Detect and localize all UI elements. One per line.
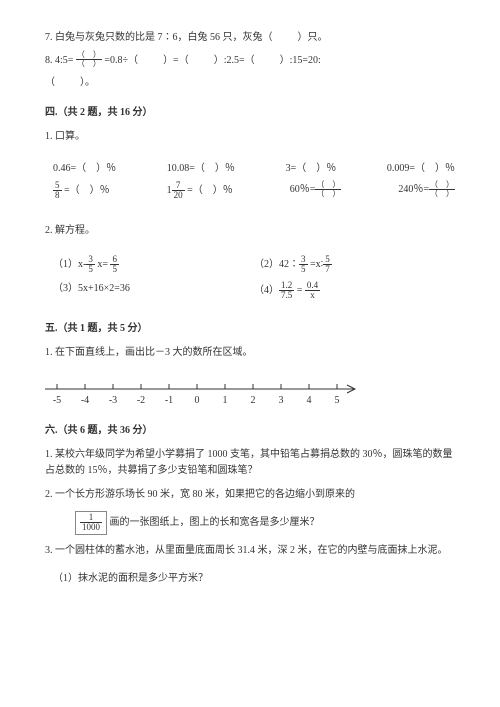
- frac-12-75: 1.27.5: [279, 281, 294, 301]
- calc-r1c3: 3=（ ）％: [286, 161, 337, 177]
- q8-blank4: [58, 77, 78, 88]
- calc-r2c1: 58 =（ ）％: [53, 181, 110, 201]
- svg-text:3: 3: [279, 395, 284, 406]
- calc-r2c3: 60％=（ ）（ ）: [290, 181, 342, 201]
- blank-frac-1: （ ）（ ）: [315, 181, 341, 198]
- number-line: -5 -4 -3 -2 -1 0 1 2 3 4 5: [45, 371, 455, 409]
- q8-e: ）:15=20:: [280, 55, 321, 66]
- svg-text:5: 5: [335, 395, 340, 406]
- q7-text-a: 7. 白兔与灰兔只数的比是 7∶6，白兔 56 只，灰兔（: [45, 32, 273, 43]
- sec5-q1: 1. 在下面直线上，画出比－3 大的数所在区域。: [45, 345, 455, 361]
- q7-blank: [275, 32, 295, 43]
- frac-5-8: 58: [53, 181, 62, 201]
- question-7: 7. 白兔与灰兔只数的比是 7∶6，白兔 56 只，灰兔（ ）只。: [45, 30, 455, 46]
- eq-1: （1）x-35 x= 65: [53, 255, 254, 275]
- calc-row-1: 0.46=（ ）％ 10.08=（ ）％ 3=（ ）％ 0.009=（ ）％: [53, 161, 455, 177]
- svg-text:-1: -1: [165, 395, 173, 406]
- calc-r2c4: 240％=（ ）（ ）: [398, 181, 455, 201]
- equations-grid: （1）x-35 x= 65 （2）42∶35 =x∶57 （3）5x+16×2=…: [53, 255, 455, 307]
- blank-frac-2: （ ）（ ）: [429, 181, 455, 198]
- section-5-header: 五.（共 1 题，共 5 分）: [45, 321, 455, 337]
- svg-text:1: 1: [223, 395, 228, 406]
- section-4-header: 四.（共 2 题，共 16 分）: [45, 105, 455, 121]
- calc-r1c4: 0.009=（ ）％: [387, 161, 455, 177]
- sec4-q2: 2. 解方程。: [45, 223, 455, 239]
- eq-2: （2）42∶35 =x∶57: [254, 255, 455, 275]
- calc-r1c2: 10.08=（ ）％: [167, 161, 235, 177]
- sec6-q3-1: （1）抹水泥的面积是多少平方米？: [53, 571, 455, 587]
- sec6-q2b: 画的一张图纸上，图上的长和宽各是多少厘米？: [110, 517, 320, 528]
- frac-04-x: 0.4x: [305, 281, 320, 301]
- frac-3-5-b: 35: [299, 255, 308, 275]
- q8-blank1: [141, 55, 161, 66]
- frac-5-7: 57: [323, 255, 332, 275]
- svg-text:0: 0: [195, 395, 200, 406]
- curly-bracket-icon: （ ）（ ）: [76, 51, 102, 68]
- number-line-svg: -5 -4 -3 -2 -1 0 1 2 3 4 5: [45, 371, 375, 409]
- sec6-q3: 3. 一个圆柱体的蓄水池，从里面量底面周长 31.4 米，深 2 米，在它的内壁…: [45, 543, 455, 559]
- sec6-q2a: 2. 一个长方形游乐场长 90 米，宽 80 米，如果把它的各边缩小到原来的: [45, 489, 355, 500]
- svg-text:-3: -3: [109, 395, 117, 406]
- q8-g: ）。: [80, 77, 95, 88]
- q8-b: =0.8÷（: [104, 55, 138, 66]
- q8-f: （: [45, 77, 55, 88]
- section-6-header: 六.（共 6 题，共 36 分）: [45, 423, 455, 439]
- q8-c: ）=（: [163, 55, 189, 66]
- q8-d: ）:2.5=（: [214, 55, 255, 66]
- q8-blank2: [191, 55, 211, 66]
- eq-4: （4）1.27.5 = 0.4x: [254, 281, 455, 301]
- frac-3-5-a: 35: [86, 255, 95, 275]
- eq-3: （3）5x+16×2=36: [53, 281, 254, 301]
- calc-row-2: 58 =（ ）％ 1720 =（ ）％ 60％=（ ）（ ） 240％=（ ）（…: [53, 181, 455, 201]
- svg-text:4: 4: [307, 395, 312, 406]
- calc-r2c2: 1720 =（ ）％: [167, 181, 233, 201]
- sec4-q1: 1. 口算。: [45, 129, 455, 145]
- sec6-q2-line2: 11000 画的一张图纸上，图上的长和宽各是多少厘米？: [75, 511, 455, 535]
- svg-text:-4: -4: [81, 395, 89, 406]
- sec6-q1: 1. 某校六年级同学为希望小学募捐了 1000 支笔，其中铅笔占募捐总数的 30…: [45, 447, 455, 479]
- frac-6-5: 65: [110, 255, 119, 275]
- svg-text:-2: -2: [137, 395, 145, 406]
- q7-text-b: ）只。: [298, 32, 328, 43]
- frac-7-20: 720: [172, 181, 185, 201]
- question-8-line2: （ ）。: [45, 75, 455, 91]
- sec6-q2: 2. 一个长方形游乐场长 90 米，宽 80 米，如果把它的各边缩小到原来的: [45, 487, 455, 503]
- calc-r1c1: 0.46=（ ）％: [53, 161, 116, 177]
- svg-text:-5: -5: [53, 395, 61, 406]
- svg-text:2: 2: [251, 395, 256, 406]
- question-8: 8. 4:5= （ ）（ ） =0.8÷（ ）=（ ）:2.5=（ ）:15=2…: [45, 52, 455, 69]
- q8-a: 8. 4:5=: [45, 55, 73, 66]
- frac-1-1000: 11000: [75, 511, 107, 535]
- q8-blank3: [257, 55, 277, 66]
